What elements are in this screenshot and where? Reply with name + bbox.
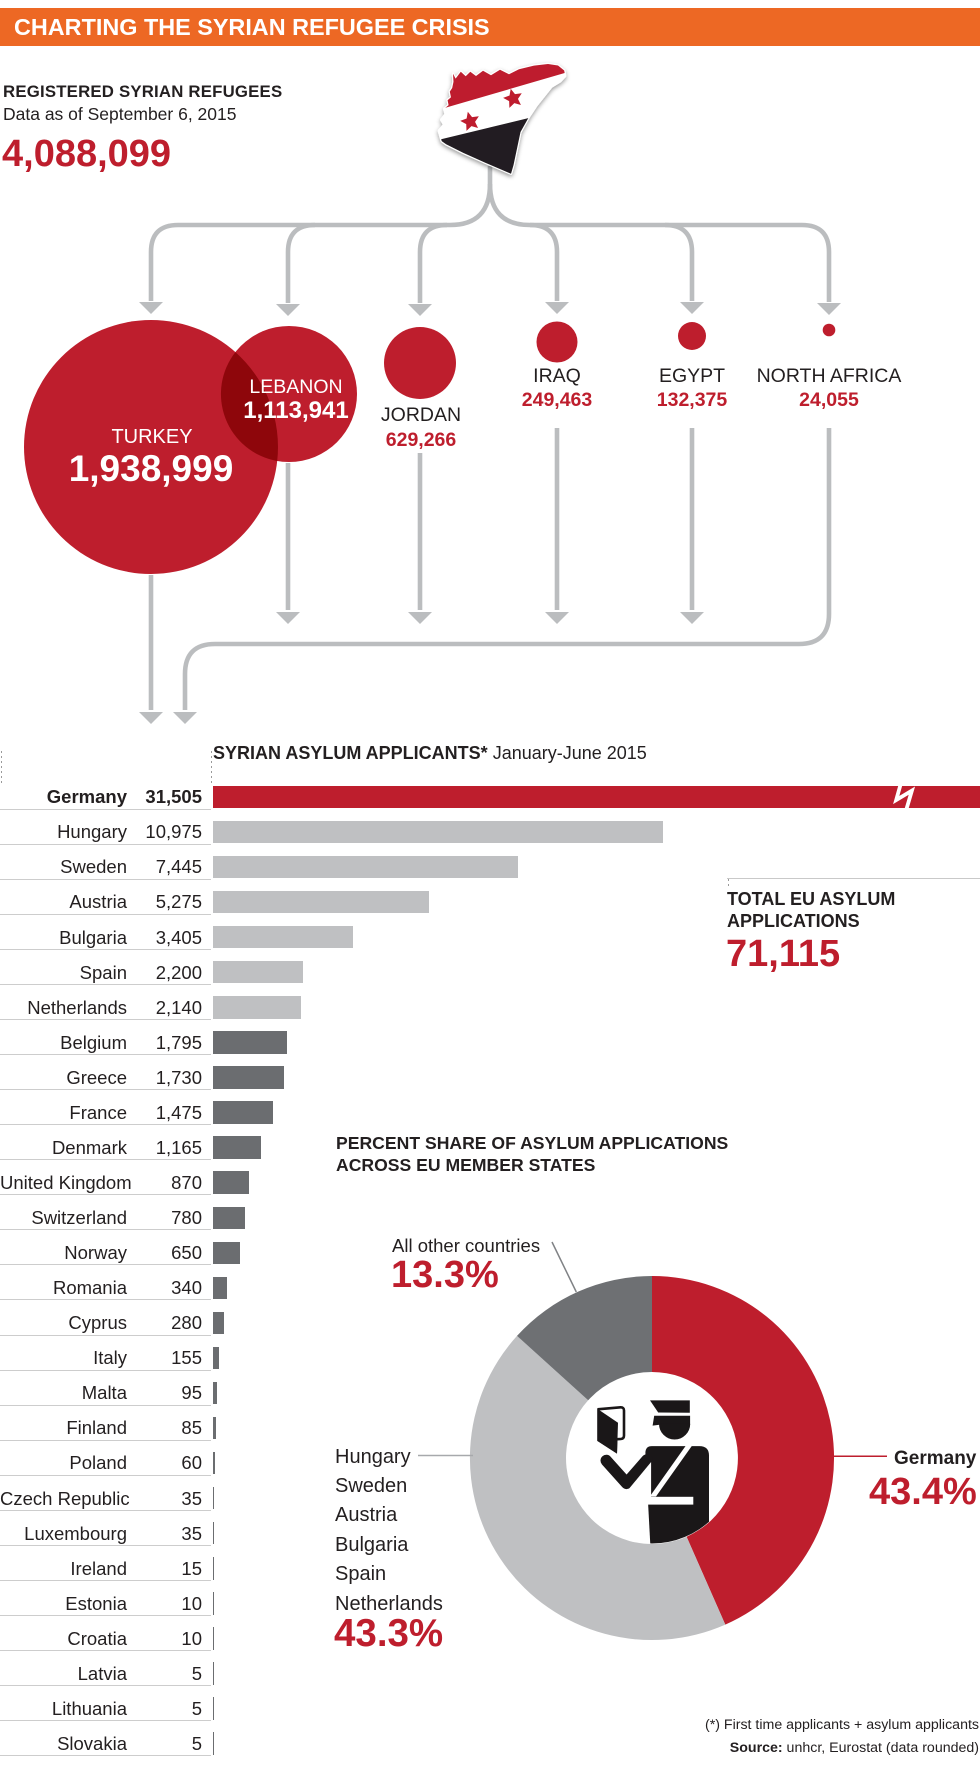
svg-text:249,463: 249,463 [522, 389, 593, 411]
svg-text:24,055: 24,055 [799, 389, 859, 411]
svg-text:1,938,999: 1,938,999 [69, 448, 234, 489]
svg-text:NORTH AFRICA: NORTH AFRICA [757, 365, 902, 387]
svg-text:JORDAN: JORDAN [381, 404, 461, 426]
svg-text:EGYPT: EGYPT [659, 365, 725, 387]
svg-text:132,375: 132,375 [657, 389, 728, 411]
svg-text:IRAQ: IRAQ [533, 365, 581, 387]
svg-text:LEBANON: LEBANON [249, 376, 342, 398]
svg-text:629,266: 629,266 [386, 429, 457, 451]
svg-text:1,113,941: 1,113,941 [243, 397, 348, 424]
svg-text:TURKEY: TURKEY [111, 426, 192, 448]
